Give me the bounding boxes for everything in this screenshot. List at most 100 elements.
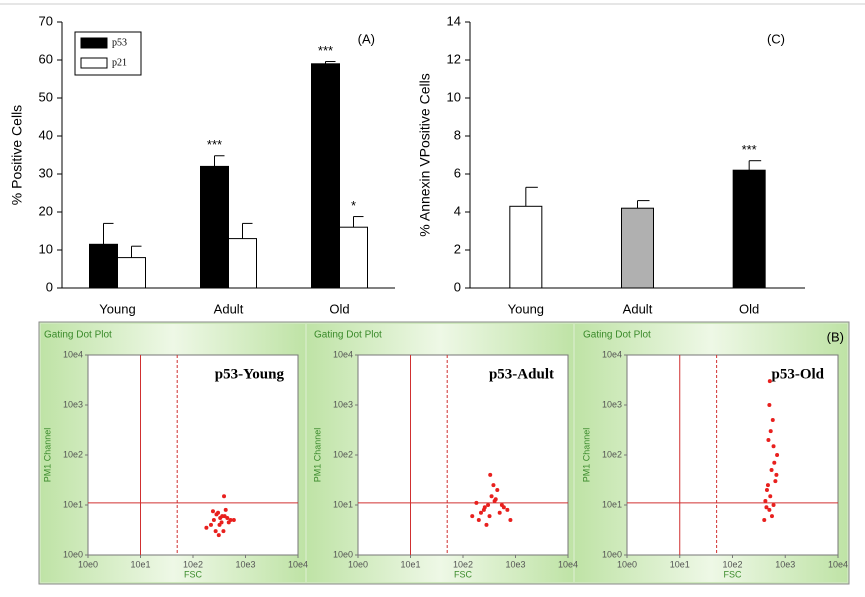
dot	[226, 520, 231, 525]
legend-swatch	[80, 37, 108, 49]
bar	[621, 207, 654, 289]
legend-swatch	[80, 57, 108, 69]
y-axis-label: % Annexin VPositive Cells	[417, 73, 433, 236]
bar	[339, 226, 368, 289]
dot	[774, 472, 779, 477]
plot-label: p53-Adult	[489, 366, 554, 382]
y-tick-label: 10e4	[602, 349, 622, 359]
y-tick-label: 2	[454, 241, 461, 256]
x-tick-label: 10e3	[505, 559, 525, 569]
dot	[499, 503, 504, 507]
dot	[220, 514, 225, 519]
dot	[478, 510, 483, 515]
dot	[764, 505, 769, 510]
y-tick-label: 4	[454, 203, 461, 218]
significance-label: ***	[318, 43, 333, 58]
dot	[775, 453, 780, 457]
x-tick-label: 10e0	[617, 559, 637, 569]
dot	[489, 494, 494, 499]
bar	[311, 63, 340, 289]
dot	[771, 503, 776, 507]
x-tick-label: 10e0	[78, 559, 98, 569]
panel-label: (A)	[358, 31, 375, 46]
x-tick-label: 10e4	[558, 559, 578, 569]
y-tick-label: 30	[39, 165, 53, 180]
x-tick-label: 10e2	[183, 559, 203, 569]
y-tick-label: 10e3	[602, 399, 622, 409]
y-tick-label: 12	[447, 51, 461, 66]
y-axis-label: PM1 Channel	[42, 428, 52, 483]
x-axis-label: FSC	[724, 569, 743, 579]
significance-label: *	[351, 198, 356, 213]
y-tick-label: 6	[454, 165, 461, 180]
dot	[219, 520, 224, 525]
y-tick-label: 10e4	[333, 349, 353, 359]
y-tick-label: 10	[39, 241, 53, 256]
x-tick-label: Young	[508, 301, 544, 316]
dot	[770, 418, 775, 423]
y-tick-label: 10e1	[602, 499, 622, 509]
legend-label: p21	[112, 57, 127, 68]
dot	[482, 505, 487, 510]
x-axis-label: FSC	[184, 569, 203, 579]
y-tick-label: 10e3	[333, 399, 353, 409]
x-axis-label: FSC	[454, 569, 473, 579]
dot	[216, 533, 221, 538]
plot-title: Gating Dot Plot	[314, 330, 382, 341]
plot-frame	[87, 354, 299, 556]
x-tick-label: 10e4	[288, 559, 308, 569]
dot	[491, 483, 496, 488]
y-tick-label: 10e2	[602, 449, 622, 459]
y-tick-label: 0	[46, 279, 53, 294]
plot-title: Gating Dot Plot	[583, 330, 651, 341]
y-tick-label: 10	[447, 89, 461, 104]
plot-frame	[357, 354, 569, 556]
dot	[769, 514, 774, 519]
y-tick-label: 10e0	[602, 549, 622, 559]
dot	[773, 479, 778, 484]
dot	[767, 507, 772, 512]
y-tick-label: 0	[454, 279, 461, 294]
dot	[211, 518, 216, 523]
y-tick-label: 10e4	[63, 349, 83, 359]
dot	[221, 529, 226, 534]
y-tick-label: 10e1	[63, 499, 83, 509]
panel-label: (B)	[827, 329, 844, 344]
dot	[225, 515, 230, 520]
y-tick-label: 60	[39, 51, 53, 66]
dot	[223, 507, 228, 512]
y-axis-label: PM1 Channel	[312, 428, 322, 483]
dot	[204, 525, 209, 530]
dot	[768, 494, 773, 499]
y-axis-label: PM1 Channel	[581, 428, 591, 483]
dot	[771, 444, 776, 449]
dot	[486, 503, 491, 507]
dot	[488, 472, 493, 477]
x-tick-label: 10e1	[130, 559, 150, 569]
dot	[487, 514, 492, 519]
bar	[200, 165, 229, 289]
y-tick-label: 40	[39, 127, 53, 142]
x-tick-label: Young	[99, 301, 135, 316]
dot	[208, 522, 213, 527]
y-tick-label: 10e3	[63, 399, 83, 409]
bar	[117, 257, 146, 289]
y-axis-label: % Positive Cells	[9, 105, 25, 205]
y-tick-label: 10e0	[63, 549, 83, 559]
x-tick-label: 10e2	[453, 559, 473, 569]
x-tick-label: 10e0	[348, 559, 368, 569]
y-tick-label: 70	[39, 13, 53, 28]
x-tick-label: 10e2	[722, 559, 742, 569]
significance-label: ***	[742, 142, 757, 157]
dot	[210, 509, 215, 514]
x-tick-label: Old	[329, 301, 349, 316]
dot	[213, 529, 218, 534]
y-tick-label: 10e2	[333, 449, 353, 459]
bar	[732, 169, 766, 289]
y-tick-label: 20	[39, 203, 53, 218]
dot	[763, 499, 768, 504]
bar	[89, 243, 118, 289]
plot-label: p53-Young	[215, 366, 285, 382]
plot-frame	[626, 354, 839, 556]
